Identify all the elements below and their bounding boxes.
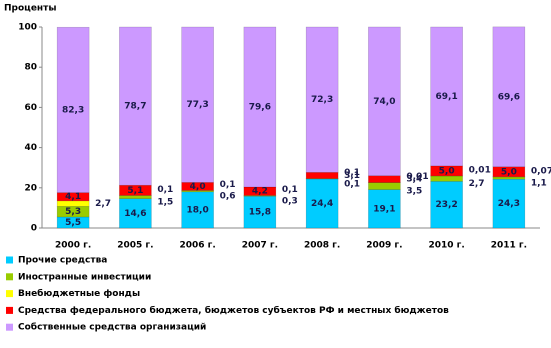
y-tick-label: 100 [18, 23, 37, 33]
y-tick-label: 20 [24, 183, 37, 193]
x-tick-label: 2000 г. [55, 241, 91, 251]
value-label: 4,1 [65, 192, 81, 202]
value-label: 72,3 [311, 95, 333, 105]
value-label: 3,4 [406, 175, 422, 185]
value-label: 18,0 [187, 205, 209, 215]
bar-segment [56, 200, 90, 207]
bar-segment [181, 26, 214, 183]
y-tick-label: 80 [24, 63, 37, 73]
value-label: 0,01 [406, 172, 428, 182]
legend-marker [6, 256, 13, 264]
legend-label: Прочие средства [18, 256, 107, 266]
value-label: 5,1 [127, 186, 143, 196]
value-label: 5,0 [439, 166, 455, 176]
value-label: 0,1 [282, 185, 298, 195]
legend-marker [6, 273, 13, 281]
bar-segment [492, 26, 526, 168]
bar-segment [243, 195, 277, 229]
bar-segment [305, 26, 339, 173]
value-label: 0,1 [157, 185, 173, 195]
bar-segment [305, 172, 339, 179]
value-label: 2,7 [95, 199, 111, 209]
legend-label: Средства федерального бюджета, бюджетов … [18, 305, 449, 316]
bar-segment [368, 189, 401, 229]
bar-segment [430, 175, 463, 182]
value-label: 0,1 [220, 180, 236, 190]
value-label: 0,1 [344, 179, 360, 189]
bar-segment [430, 181, 463, 229]
value-label: 4,0 [190, 182, 206, 192]
value-label: 23,2 [436, 200, 458, 210]
bar-segment [305, 178, 339, 229]
bar-segment [492, 178, 526, 229]
value-label: 1,1 [531, 179, 547, 189]
bar-segment [368, 26, 401, 176]
value-label: 0,3 [282, 196, 298, 206]
value-label: 82,3 [62, 105, 84, 115]
value-label: 0,01 [469, 165, 491, 175]
value-label: 0,1 [344, 168, 360, 178]
bar-segment [243, 26, 277, 188]
legend-label: Внебюджетные фонды [18, 288, 140, 299]
value-label: 4,2 [252, 187, 268, 197]
bar-segment [119, 195, 152, 199]
value-label: 0,07 [531, 166, 551, 176]
value-label: 5,0 [501, 167, 517, 177]
value-label: 5,5 [65, 218, 81, 228]
value-label: 3,5 [406, 187, 422, 197]
value-label: 19,1 [373, 204, 395, 214]
bar-segment [119, 26, 152, 186]
x-tick-label: 2006 г. [179, 241, 215, 251]
value-label: 1,5 [157, 198, 173, 208]
x-tick-label: 2005 г. [117, 241, 153, 251]
value-label: 78,7 [124, 102, 146, 112]
value-label: 69,6 [498, 92, 520, 102]
value-label: 24,4 [311, 199, 333, 209]
value-label: 15,8 [249, 208, 271, 218]
value-label: 74,0 [373, 97, 395, 107]
y-axis-title: Проценты [4, 4, 57, 14]
value-label: 79,6 [249, 102, 271, 112]
legend-marker [6, 306, 13, 314]
y-tick-label: 40 [24, 143, 37, 153]
bar-segment [368, 182, 401, 190]
x-tick-label: 2007 г. [242, 241, 278, 251]
legend-marker [6, 323, 13, 331]
value-label: 2,7 [469, 179, 485, 189]
y-tick-label: 60 [24, 103, 37, 113]
value-label: 69,1 [436, 92, 458, 102]
value-label: 24,3 [498, 199, 520, 209]
x-tick-label: 2009 г. [366, 241, 402, 251]
value-label: 0,6 [220, 192, 236, 202]
value-label: 3,1 [344, 171, 360, 181]
x-tick-label: 2011 г. [491, 241, 527, 251]
value-label: 14,6 [124, 209, 146, 219]
y-tick-label: 0 [31, 224, 37, 234]
legend-marker [6, 290, 13, 298]
bar-segment [181, 191, 214, 229]
bar-segment [56, 26, 90, 193]
value-label: 5,3 [65, 207, 81, 217]
bar-segment [430, 26, 463, 167]
x-tick-label: 2008 г. [304, 241, 340, 251]
x-tick-label: 2010 г. [428, 241, 464, 251]
bar-segment [368, 175, 401, 183]
legend-label: Собственные средства организаций [18, 322, 206, 333]
legend-label: Иностранные инвестиции [18, 272, 151, 282]
value-label: 77,3 [187, 100, 209, 110]
